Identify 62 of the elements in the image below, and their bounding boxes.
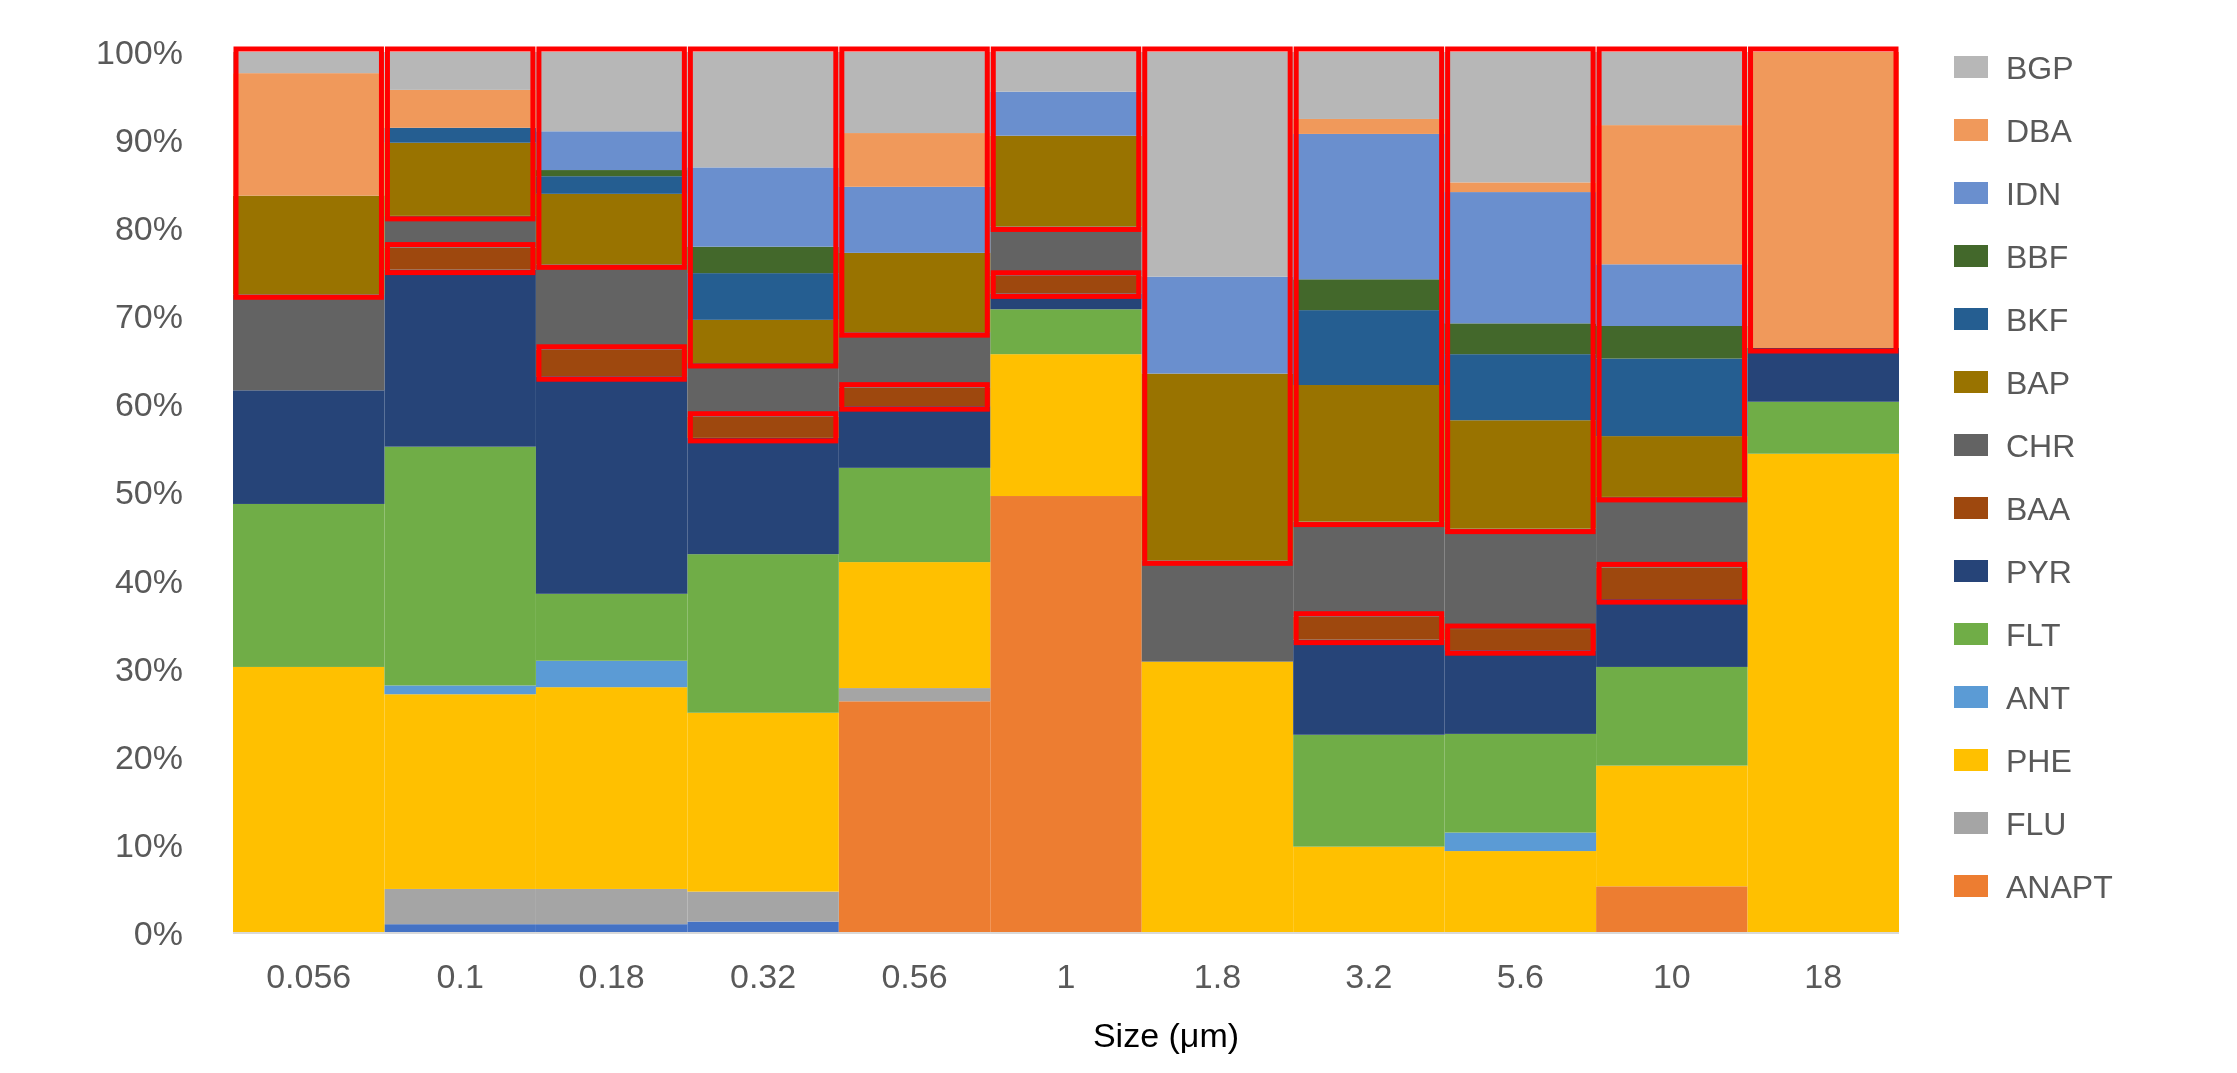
legend-label: BAA: [2006, 491, 2071, 528]
bar: [838, 562, 991, 689]
x-tick-label: 1: [1056, 957, 1076, 995]
y-tick-label: 60%: [114, 385, 183, 424]
bar: [687, 319, 839, 363]
bar: [1293, 279, 1445, 311]
bar: [1293, 133, 1445, 280]
bar: [384, 89, 536, 128]
bar: [687, 273, 839, 320]
y-tick-label: 30%: [114, 649, 183, 688]
bar: [1444, 832, 1597, 852]
bar: [1596, 325, 1748, 359]
legend-label: DBA: [2006, 113, 2073, 150]
legend-label: ANAPT: [2006, 869, 2113, 906]
y-tick-label: 90%: [114, 121, 183, 159]
bar: [1747, 348, 1900, 402]
legend-label: BGP: [2006, 50, 2074, 87]
bar: [1293, 52, 1445, 119]
bar: [1293, 118, 1445, 134]
x-tick-label: 1.8: [1193, 957, 1242, 995]
y-tick-label: 0%: [133, 913, 183, 952]
legend-label: FLU: [2006, 806, 2067, 843]
x-tick-label: 0.56: [881, 957, 948, 995]
bar: [1596, 52, 1748, 126]
legend-label: BBF: [2006, 239, 2069, 276]
legend-label: BKF: [2006, 302, 2069, 339]
x-tick-label: 0.32: [730, 957, 797, 995]
bar: [1596, 358, 1748, 437]
x-tick-label: 0.1: [436, 957, 484, 995]
x-tick-label: 0.18: [578, 957, 645, 995]
bar: [384, 52, 536, 90]
bar: [1293, 385, 1445, 522]
legend-label: IDN: [2006, 176, 2062, 213]
y-tick-label: 10%: [114, 825, 183, 864]
bar: [990, 354, 1142, 497]
y-tick-label: 80%: [114, 209, 183, 248]
x-tick-label: 3.2: [1345, 957, 1393, 995]
y-tick-label: 100%: [96, 32, 183, 71]
y-tick-label: 20%: [114, 737, 183, 776]
bar: [990, 309, 1142, 355]
legend-label: ANT: [2006, 680, 2070, 717]
legend-label: BAP: [2006, 365, 2071, 402]
bar: [687, 246, 839, 274]
bar: [1747, 401, 1900, 454]
x-tick-label: 0.056: [266, 957, 352, 995]
legend-label: FLT: [2006, 617, 2061, 654]
bar: [1293, 310, 1445, 386]
y-tick-label: 50%: [114, 473, 183, 512]
y-tick-label: 40%: [114, 561, 183, 600]
bar: [838, 688, 991, 702]
x-tick-label: 10: [1652, 957, 1691, 995]
bar: [384, 127, 536, 143]
legend-label: PHE: [2006, 743, 2072, 780]
y-tick-label: 70%: [114, 297, 183, 336]
x-tick-label: 5.6: [1496, 957, 1544, 995]
x-axis-title: Size (μm): [1092, 1016, 1240, 1054]
x-tick-label: 18: [1804, 957, 1843, 995]
bar: [1596, 264, 1748, 326]
bar: [1596, 886, 1748, 933]
bar: [1596, 436, 1748, 497]
legend-label: PYR: [2006, 554, 2072, 591]
legend-label: CHR: [2006, 428, 2076, 465]
